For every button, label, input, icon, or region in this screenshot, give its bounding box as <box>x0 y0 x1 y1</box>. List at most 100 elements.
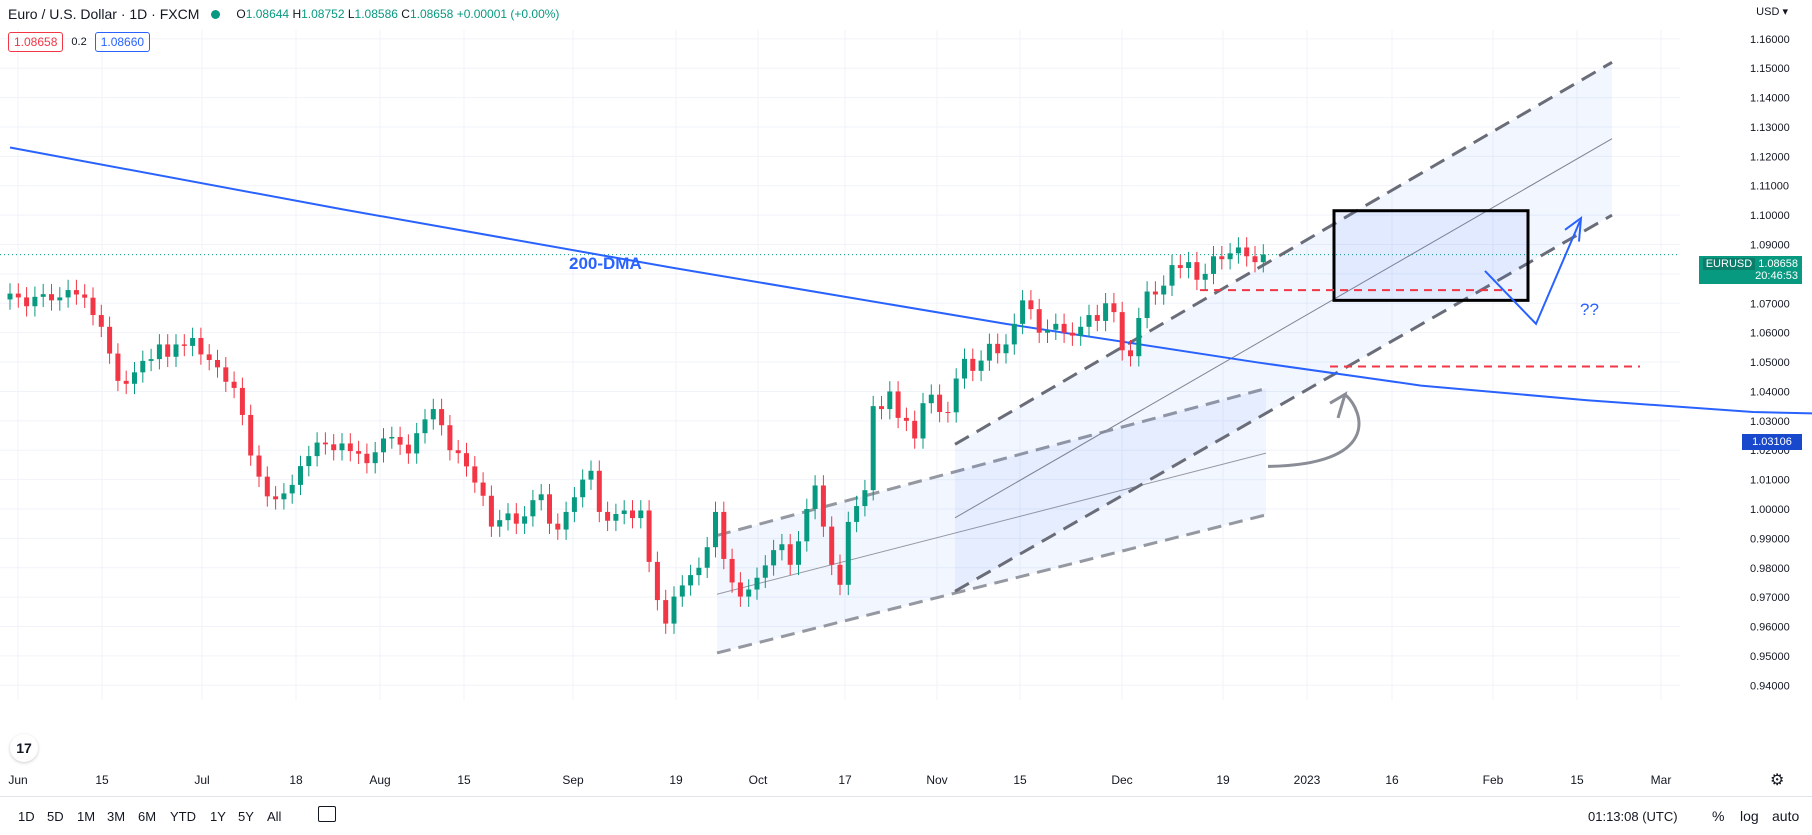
candle <box>115 343 121 392</box>
candle <box>1103 293 1109 332</box>
gear-icon[interactable]: ⚙ <box>1770 772 1785 789</box>
candle-body <box>505 513 511 521</box>
timeframe-1d[interactable]: 1D <box>18 809 35 824</box>
candle-body <box>762 565 768 578</box>
candle-body <box>1003 344 1009 354</box>
candle <box>1227 243 1233 270</box>
time-axis[interactable]: Jun 15 Jul 18 Aug 15 Sep 19 Oct 17 Nov 15 Dec 19 2023 1… <box>8 773 1671 787</box>
candle <box>729 548 735 593</box>
candle-body <box>339 443 345 451</box>
candle <box>945 401 951 423</box>
utc-clock[interactable]: 01:13:08 (UTC) <box>1588 809 1678 824</box>
market-status-icon <box>211 9 221 19</box>
candle <box>1219 245 1225 270</box>
log-toggle[interactable]: log <box>1740 808 1759 824</box>
sell-button[interactable]: 1.08658 <box>8 32 64 52</box>
candle-body <box>870 406 876 491</box>
candle-body <box>7 293 13 300</box>
candle-body <box>464 453 469 467</box>
candle-body <box>82 294 88 298</box>
currency-selector[interactable]: USD ▾ <box>1756 5 1788 18</box>
candle <box>580 469 586 508</box>
candle <box>1036 298 1042 343</box>
candle <box>986 333 992 371</box>
timeframe-1y[interactable]: 1Y <box>210 809 226 824</box>
candle-body <box>779 544 785 551</box>
price-tick: 0.98000 <box>1750 563 1790 575</box>
candle <box>663 589 669 634</box>
candle <box>1128 340 1133 367</box>
timeframe-3m[interactable]: 3M <box>107 809 126 824</box>
candle-body <box>148 359 154 361</box>
candle <box>1078 316 1084 346</box>
currency-label: USD <box>1756 6 1780 18</box>
candle <box>754 567 760 600</box>
legend-header[interactable]: Euro / U.S. Dollar · 1D · FXCM O1.08644 … <box>8 6 559 22</box>
candle <box>995 333 1001 364</box>
candle-body <box>455 450 461 454</box>
candle <box>1020 290 1026 335</box>
candle-body <box>165 344 171 357</box>
candle-body <box>1136 317 1142 357</box>
timeframe-ytd[interactable]: YTD <box>170 809 196 824</box>
candle <box>671 586 677 634</box>
candle-body <box>289 484 295 494</box>
timeframe-1m[interactable]: 1M <box>77 809 96 824</box>
candle <box>563 501 569 540</box>
candle <box>1152 281 1158 305</box>
candle-body <box>1244 247 1250 257</box>
candle <box>1235 237 1241 264</box>
candle <box>65 279 71 308</box>
timeframe-all[interactable]: All <box>267 809 282 824</box>
low-value: 1.08586 <box>354 7 398 21</box>
lower-channel-fill <box>717 388 1266 653</box>
auto-toggle[interactable]: auto <box>1772 808 1800 824</box>
buy-button[interactable]: 1.08660 <box>94 32 151 52</box>
open-value: 1.08644 <box>245 7 290 21</box>
percent-toggle[interactable]: % <box>1712 808 1725 824</box>
symbol-title[interactable]: Euro / U.S. Dollar · 1D · FXCM <box>8 6 200 22</box>
candle-body <box>754 577 760 590</box>
timeframe-5y[interactable]: 5Y <box>238 809 254 824</box>
candle <box>737 572 743 607</box>
price-tick: 1.04000 <box>1750 386 1790 398</box>
candle <box>356 440 362 465</box>
candle <box>787 533 793 576</box>
candle-body <box>397 436 403 445</box>
question-annotation: ?? <box>1580 300 1599 319</box>
candle <box>397 426 403 455</box>
candle-body <box>90 297 96 316</box>
price-tick: 0.97000 <box>1750 592 1790 604</box>
candle <box>513 503 519 534</box>
candle <box>372 441 378 474</box>
price-tick: 1.12000 <box>1750 151 1790 163</box>
candle <box>937 384 943 423</box>
bottom-toolbar: 1D 5D 1M 3M 6M YTD 1Y 5Y All 01:13:08 (U… <box>0 796 1812 835</box>
candle <box>1086 304 1092 338</box>
high-label: H <box>292 7 302 21</box>
calendar-icon[interactable] <box>318 806 336 822</box>
candle <box>1045 319 1050 343</box>
candle-body <box>538 494 544 501</box>
tradingview-logo-icon[interactable]: 17 <box>10 734 38 762</box>
candle <box>862 479 868 517</box>
candle-body <box>679 585 685 597</box>
candle <box>555 513 561 540</box>
candle <box>912 410 918 449</box>
candle <box>879 395 884 420</box>
price-tick: 0.95000 <box>1750 651 1790 663</box>
candle-body <box>156 344 162 360</box>
candle <box>173 334 179 368</box>
time-tick: Oct <box>749 773 768 787</box>
price-axis[interactable]: 1.16000 1.15000 1.14000 1.13000 1.12000 1.110… <box>1750 34 1790 692</box>
candle-body <box>73 290 79 295</box>
candle-body <box>231 381 237 388</box>
price-tick: 0.99000 <box>1750 533 1790 545</box>
candle <box>289 474 295 504</box>
candle <box>15 283 21 308</box>
candle-body <box>239 387 245 415</box>
price-chart[interactable]: 1.16000 1.15000 1.14000 1.13000 1.12000 1.110… <box>0 0 1812 796</box>
candle <box>1194 251 1200 291</box>
timeframe-6m[interactable]: 6M <box>138 809 157 824</box>
timeframe-5d[interactable]: 5D <box>47 809 64 824</box>
